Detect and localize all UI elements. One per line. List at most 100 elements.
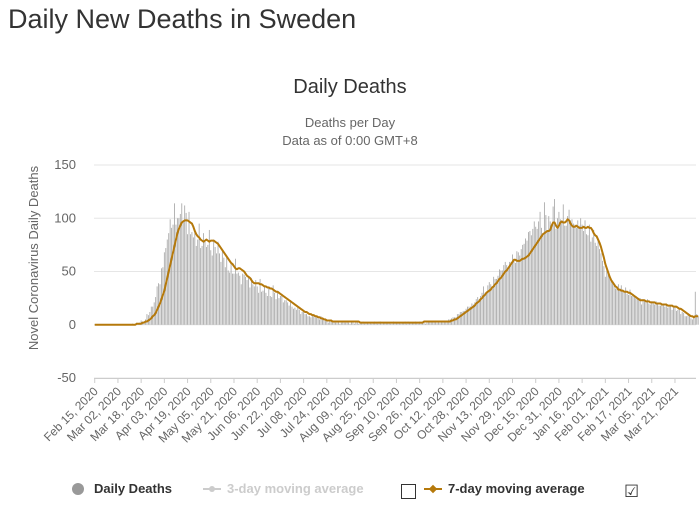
bar[interactable] xyxy=(326,320,328,325)
bar[interactable] xyxy=(468,306,470,325)
bar[interactable] xyxy=(504,261,506,325)
bar[interactable] xyxy=(385,322,387,325)
bar[interactable] xyxy=(313,316,315,325)
bar[interactable] xyxy=(568,209,570,325)
bar[interactable] xyxy=(233,273,235,325)
bar[interactable] xyxy=(572,223,574,325)
bar[interactable] xyxy=(398,322,400,325)
bar[interactable] xyxy=(554,199,555,325)
bar[interactable] xyxy=(500,270,502,325)
bar[interactable] xyxy=(539,211,541,325)
bar[interactable] xyxy=(175,224,177,325)
bar[interactable] xyxy=(237,272,239,325)
bar[interactable] xyxy=(266,296,268,325)
bar[interactable] xyxy=(268,286,270,325)
bar[interactable] xyxy=(639,298,641,325)
bar[interactable] xyxy=(256,286,258,325)
bar[interactable] xyxy=(439,322,441,325)
bar[interactable] xyxy=(533,221,535,325)
bar[interactable] xyxy=(485,291,487,325)
bar[interactable] xyxy=(442,320,444,325)
bar[interactable] xyxy=(562,204,564,325)
bar[interactable] xyxy=(575,227,577,325)
bar[interactable] xyxy=(541,227,542,325)
bar[interactable] xyxy=(658,305,660,325)
bar[interactable] xyxy=(664,306,666,325)
bar[interactable] xyxy=(368,323,370,325)
bar[interactable] xyxy=(493,276,495,325)
bar[interactable] xyxy=(301,311,303,325)
bar[interactable] xyxy=(307,316,309,325)
bar[interactable] xyxy=(349,323,351,325)
bar[interactable] xyxy=(298,309,300,325)
bar[interactable] xyxy=(677,309,679,325)
bar[interactable] xyxy=(290,300,291,325)
bar[interactable] xyxy=(391,323,393,325)
bar[interactable] xyxy=(303,309,305,325)
bar[interactable] xyxy=(464,310,466,325)
bar[interactable] xyxy=(655,301,657,325)
bar[interactable] xyxy=(259,278,261,325)
bar[interactable] xyxy=(484,292,486,325)
bar[interactable] xyxy=(187,234,188,325)
bar[interactable] xyxy=(272,285,274,325)
bar[interactable] xyxy=(632,293,634,325)
bar[interactable] xyxy=(169,219,171,325)
bar[interactable] xyxy=(641,304,643,325)
bar[interactable] xyxy=(670,305,672,325)
legend-item-7-day-average[interactable]: 7-day moving average xyxy=(424,481,585,496)
bar[interactable] xyxy=(671,309,673,325)
bar[interactable] xyxy=(436,322,438,325)
bar[interactable] xyxy=(353,323,355,325)
bar[interactable] xyxy=(358,323,360,325)
bar[interactable] xyxy=(625,287,627,325)
bar[interactable] xyxy=(565,225,567,325)
bar[interactable] xyxy=(361,322,363,325)
bar[interactable] xyxy=(356,321,358,325)
bar[interactable] xyxy=(609,275,611,325)
bar[interactable] xyxy=(458,314,460,325)
bar[interactable] xyxy=(413,322,415,325)
bar[interactable] xyxy=(687,315,689,325)
bar[interactable] xyxy=(287,302,289,325)
bar[interactable] xyxy=(249,287,251,325)
bar[interactable] xyxy=(678,307,680,325)
bar[interactable] xyxy=(252,284,254,325)
bar[interactable] xyxy=(552,206,554,325)
bar[interactable] xyxy=(377,323,379,325)
bar[interactable] xyxy=(587,235,589,325)
bar[interactable] xyxy=(506,265,508,325)
bar[interactable] xyxy=(288,305,290,325)
bar[interactable] xyxy=(662,305,664,325)
bar[interactable] xyxy=(227,270,229,325)
bar[interactable] xyxy=(417,323,419,325)
bar[interactable] xyxy=(171,227,173,325)
bar[interactable] xyxy=(593,229,595,325)
bar[interactable] xyxy=(172,224,174,325)
bar[interactable] xyxy=(430,321,432,325)
bar[interactable] xyxy=(367,322,368,325)
bar[interactable] xyxy=(216,253,218,325)
bar[interactable] xyxy=(477,297,479,325)
bar[interactable] xyxy=(525,238,526,325)
bar[interactable] xyxy=(396,322,397,325)
bar[interactable] xyxy=(390,323,392,325)
bar[interactable] xyxy=(674,305,676,325)
bar[interactable] xyxy=(400,323,402,325)
bar[interactable] xyxy=(519,255,521,325)
bar[interactable] xyxy=(210,250,212,325)
bar[interactable] xyxy=(644,300,645,325)
bar[interactable] xyxy=(211,255,213,325)
bar[interactable] xyxy=(494,278,496,325)
bar[interactable] xyxy=(423,321,425,325)
bar[interactable] xyxy=(549,221,551,325)
bar[interactable] xyxy=(224,267,226,325)
bar[interactable] xyxy=(269,296,271,325)
bar[interactable] xyxy=(517,252,519,325)
bar[interactable] xyxy=(475,299,477,325)
bar[interactable] xyxy=(285,300,287,325)
bar[interactable] xyxy=(501,270,503,325)
bar[interactable] xyxy=(416,322,418,325)
bar[interactable] xyxy=(596,245,598,325)
bar[interactable] xyxy=(648,303,650,325)
